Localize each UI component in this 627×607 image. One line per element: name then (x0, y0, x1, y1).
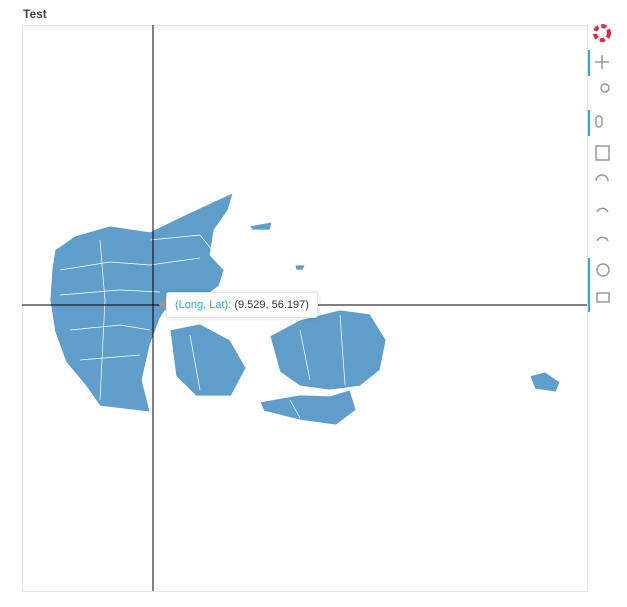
hover-tool[interactable] (596, 292, 610, 303)
pan-tool[interactable] (595, 55, 609, 69)
tooltip: (Long, Lat): (9.529, 56.197) (166, 292, 318, 318)
plot-frame (22, 25, 588, 592)
bornholm (529, 371, 561, 393)
island (294, 264, 306, 271)
tooltip-arrow (158, 298, 166, 310)
toolbar (588, 24, 611, 312)
reset-tool[interactable] (595, 174, 609, 182)
tooltip-label: (Long, Lat): (175, 299, 232, 311)
lolland-falster (259, 389, 357, 426)
redo-tool[interactable] (596, 236, 609, 242)
wheel-zoom-tool[interactable] (595, 115, 603, 128)
bokeh-logo[interactable] (593, 24, 611, 42)
zealand (269, 309, 387, 391)
borders (59, 234, 346, 419)
island (249, 221, 273, 231)
plot-title: Test (23, 7, 47, 21)
tooltip-value: (9.529, 56.197) (234, 299, 309, 311)
crosshair-tool[interactable] (596, 263, 610, 277)
undo-tool[interactable] (596, 207, 609, 213)
box-zoom-tool[interactable] (600, 83, 610, 93)
save-tool[interactable] (595, 145, 610, 161)
funen (169, 323, 247, 397)
map (49, 192, 561, 426)
